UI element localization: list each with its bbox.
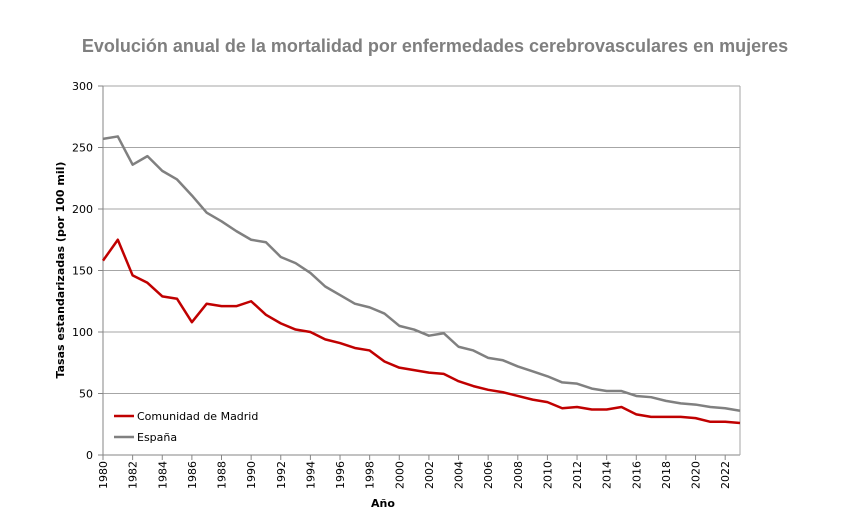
x-tick-label: 2000 [393, 461, 406, 489]
x-tick-label: 2022 [719, 461, 732, 489]
x-tick-label: 1986 [186, 461, 199, 489]
x-tick-label: 1992 [275, 461, 288, 489]
x-tick-label: 1982 [127, 461, 140, 489]
x-tick-label: 2014 [601, 461, 614, 489]
chart-title: Evolución anual de la mortalidad por enf… [82, 36, 788, 56]
x-tick-label: 2012 [571, 461, 584, 489]
x-tick-label: 2008 [512, 461, 525, 489]
x-tick-label: 1998 [364, 461, 377, 489]
y-tick-label: 50 [79, 388, 93, 401]
x-tick-label: 1994 [304, 461, 317, 489]
y-tick-label: 0 [86, 449, 93, 462]
x-tick-label: 1990 [245, 461, 258, 489]
x-tick-label: 2016 [630, 461, 643, 489]
x-tick-label: 1984 [156, 461, 169, 489]
x-tick-label: 2018 [660, 461, 673, 489]
x-tick-label: 1980 [97, 461, 110, 489]
x-tick-label: 2004 [453, 461, 466, 489]
y-tick-label: 200 [72, 203, 93, 216]
series-line-0 [101, 238, 741, 425]
x-tick-label: 2006 [482, 461, 495, 489]
y-tick-label: 100 [72, 326, 93, 339]
x-axis-label: Año [371, 497, 395, 510]
x-tick-label: 1996 [334, 461, 347, 489]
y-tick-label: 250 [72, 142, 93, 155]
legend: Comunidad de Madrid España [114, 410, 258, 444]
series-line-1 [102, 135, 741, 412]
x-tick-label: 2020 [690, 461, 703, 489]
x-tick-label: 2002 [423, 461, 436, 489]
legend-label: España [137, 431, 177, 444]
legend-label: Comunidad de Madrid [137, 410, 258, 423]
x-tick-label: 2010 [541, 461, 554, 489]
y-tick-label: 150 [72, 265, 93, 278]
x-tick-label: 1988 [216, 461, 229, 489]
y-tick-label: 300 [72, 80, 93, 93]
y-axis-label: Tasas estandarizadas (por 100 mil) [54, 162, 67, 379]
